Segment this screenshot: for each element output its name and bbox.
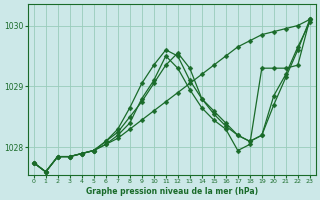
X-axis label: Graphe pression niveau de la mer (hPa): Graphe pression niveau de la mer (hPa): [86, 187, 258, 196]
